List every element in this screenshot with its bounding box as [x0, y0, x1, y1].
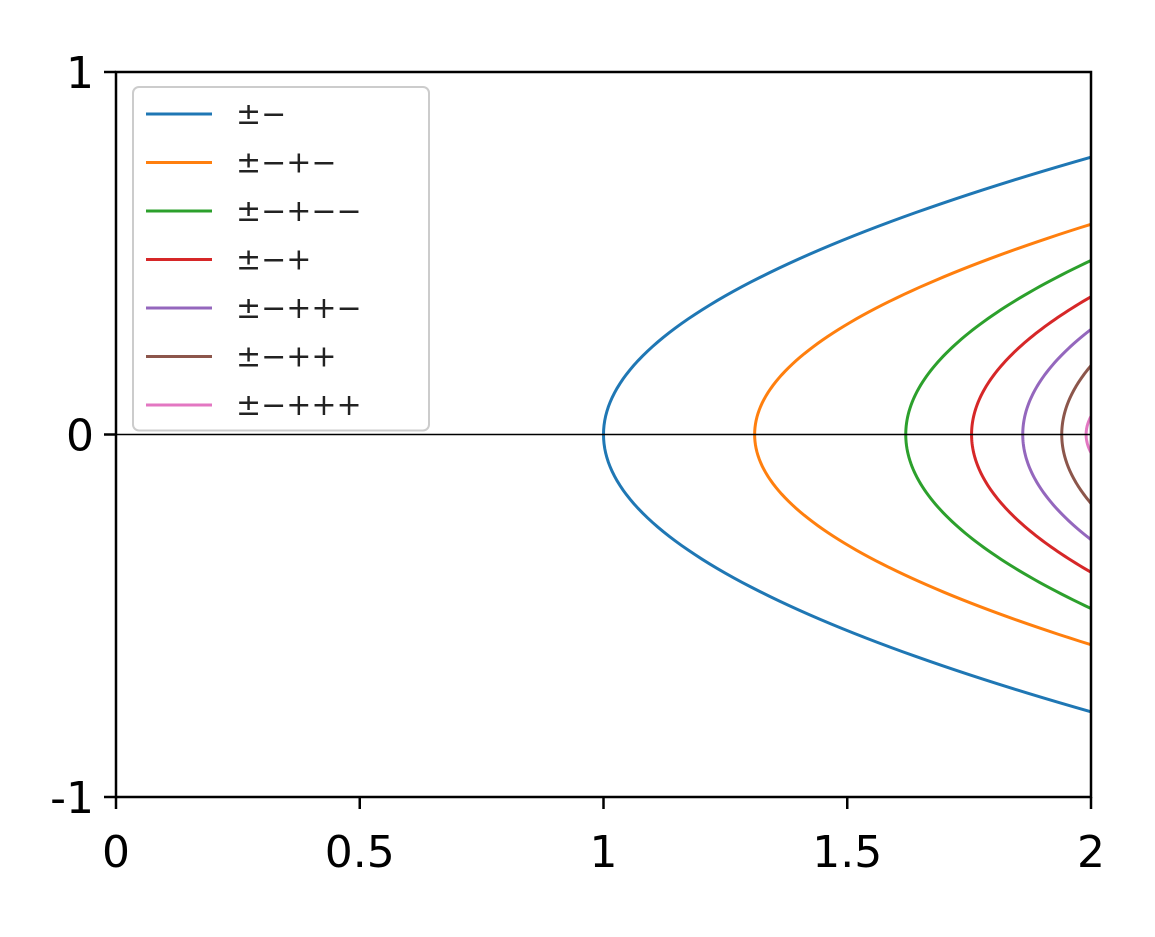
legend-label: ±−++− [236, 291, 362, 326]
legend-label: ±−++ [236, 340, 337, 375]
x-tick-label: 0.5 [325, 827, 395, 878]
y-tick-label: -1 [50, 773, 94, 824]
x-tick-label: 1 [590, 827, 618, 878]
legend-label: ±−+− [236, 146, 337, 181]
legend-box [132, 86, 430, 432]
legend-label: ±− [236, 97, 286, 132]
legend-label: ±−+−− [236, 194, 362, 229]
x-axis: 0 0.5 1 1.5 2 [102, 797, 1105, 878]
y-axis: -1 0 1 [50, 48, 116, 824]
legend-label: ±−+++ [236, 388, 362, 423]
x-tick-label: 1.5 [812, 827, 882, 878]
legend-label: ±−+ [236, 243, 311, 278]
x-tick-label: 0 [102, 827, 130, 878]
x-tick-label: 2 [1077, 827, 1105, 878]
y-tick-label: 1 [66, 48, 94, 99]
legend: ±− ±−+− ±−+−− ±−+ ±−++− ±−++ ±−+++ [132, 86, 430, 432]
y-tick-label: 0 [66, 411, 94, 462]
